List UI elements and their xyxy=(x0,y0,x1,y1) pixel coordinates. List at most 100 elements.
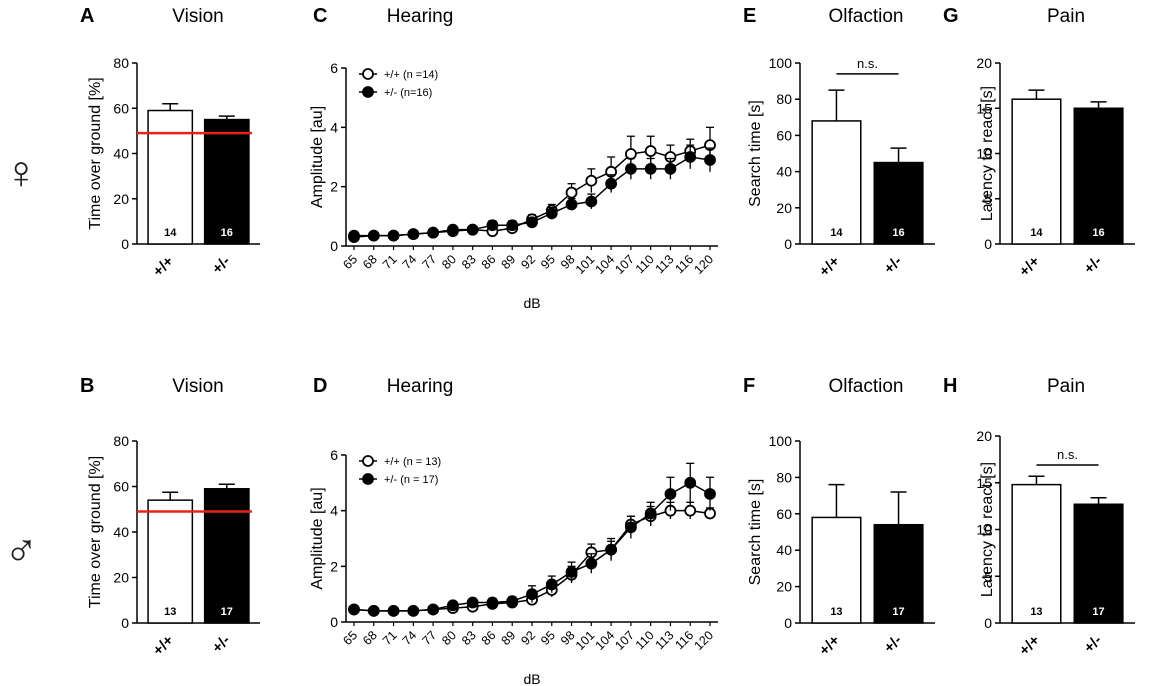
y-axis-label: Latency to react [s] xyxy=(979,462,996,597)
y-tick-label: 6 xyxy=(330,60,338,76)
y-tick-label: 60 xyxy=(113,100,129,116)
panel-title: Olfaction xyxy=(829,6,904,27)
legend-label: +/- (n=16) xyxy=(384,87,432,99)
y-tick-label: 20 xyxy=(976,55,992,71)
x-category-label: +/+ xyxy=(150,632,178,660)
bar-n-label: 16 xyxy=(1092,227,1104,239)
x-tick-label: 113 xyxy=(653,628,677,652)
bar xyxy=(873,161,924,245)
y-axis-label: Amplitude [au] xyxy=(309,106,326,208)
data-point xyxy=(367,229,380,242)
legend-marker xyxy=(362,455,374,467)
male-symbol: ♂ xyxy=(4,524,39,576)
y-tick-label: 0 xyxy=(784,615,792,631)
data-point xyxy=(624,521,637,534)
legend-marker xyxy=(362,86,374,98)
x-category-label: +/+ xyxy=(150,253,178,281)
panel-title: Vision xyxy=(172,6,223,27)
y-tick-label: 5 xyxy=(984,568,992,584)
y-tick-label: 60 xyxy=(113,479,129,495)
data-point xyxy=(664,488,677,500)
x-tick-label: 77 xyxy=(419,628,439,648)
x-category-label: +/- xyxy=(881,632,906,657)
y-tick-label: 0 xyxy=(330,238,338,254)
data-point xyxy=(545,207,558,220)
data-point xyxy=(624,162,637,175)
data-point xyxy=(545,578,558,591)
bar xyxy=(147,499,194,624)
data-point xyxy=(605,543,618,556)
x-axis-label: dB xyxy=(523,295,540,311)
bar xyxy=(203,118,250,245)
panel-title: Pain xyxy=(1047,376,1085,397)
y-tick-label: 6 xyxy=(330,447,338,463)
data-point xyxy=(664,162,677,175)
y-tick-label: 0 xyxy=(121,615,129,631)
panel-title: Vision xyxy=(172,376,223,397)
data-point xyxy=(565,566,578,578)
y-tick-label: 20 xyxy=(113,191,129,207)
data-point xyxy=(387,229,400,242)
x-tick-label: 110 xyxy=(633,252,657,276)
y-tick-label: 80 xyxy=(113,55,129,71)
data-point xyxy=(644,162,657,175)
y-tick-label: 100 xyxy=(769,433,793,449)
y-tick-label: 10 xyxy=(976,146,992,162)
data-point xyxy=(486,219,499,232)
panel-F: F Olfaction 0 20 40 60 80 100 Search time [s] 13 +… xyxy=(743,375,935,659)
data-point xyxy=(446,225,459,238)
y-axis-label: Latency to react [s] xyxy=(979,86,996,221)
y-tick-label: 0 xyxy=(330,614,338,630)
y-axis-label: Time over ground [%] xyxy=(87,456,104,608)
y-tick-label: 60 xyxy=(776,127,792,143)
x-category-label: +/- xyxy=(1081,253,1106,278)
data-point xyxy=(427,603,440,616)
bar xyxy=(1073,503,1124,624)
y-tick-label: 5 xyxy=(984,191,992,207)
x-tick-label: 71 xyxy=(380,252,400,272)
data-point xyxy=(446,599,459,612)
panel-letter: B xyxy=(80,375,94,397)
x-tick-label: 68 xyxy=(360,628,380,648)
panel-E: E Olfaction 0 20 40 60 80 100 Search time [s] 14 +… xyxy=(743,5,935,280)
data-point xyxy=(526,588,538,601)
legend-label: +/- (n = 17) xyxy=(384,474,438,486)
panel-title: Hearing xyxy=(387,376,454,397)
data-point xyxy=(407,604,420,617)
bar xyxy=(811,120,862,245)
x-tick-label: 86 xyxy=(479,252,499,272)
y-tick-label: 80 xyxy=(113,433,129,449)
y-tick-label: 20 xyxy=(113,570,129,586)
y-tick-label: 80 xyxy=(776,91,792,107)
bar-n-label: 16 xyxy=(892,227,904,239)
y-tick-label: 40 xyxy=(113,146,129,162)
data-point xyxy=(704,154,716,166)
data-point xyxy=(367,604,380,617)
y-tick-label: 0 xyxy=(121,236,129,252)
x-tick-label: 89 xyxy=(499,252,519,272)
data-point xyxy=(585,174,598,187)
y-tick-label: 15 xyxy=(976,475,992,491)
bar-n-label: 16 xyxy=(221,227,233,239)
data-point xyxy=(565,186,578,199)
data-point xyxy=(644,145,657,157)
y-tick-label: 100 xyxy=(769,55,793,71)
panel-letter: A xyxy=(80,5,94,27)
female-symbol: ♀ xyxy=(4,146,39,198)
panel-letter: C xyxy=(313,5,327,27)
significance-label: n.s. xyxy=(1057,447,1078,462)
bar-n-label: 17 xyxy=(1092,606,1104,618)
x-tick-label: 74 xyxy=(400,252,420,272)
x-tick-label: 80 xyxy=(439,252,459,272)
x-tick-label: 68 xyxy=(360,252,380,272)
bar-n-label: 14 xyxy=(164,227,177,239)
x-tick-label: 74 xyxy=(400,628,420,648)
data-point xyxy=(486,596,499,609)
data-point xyxy=(506,595,519,608)
bar xyxy=(873,523,924,624)
x-tick-label: 110 xyxy=(633,628,657,652)
y-tick-label: 20 xyxy=(776,200,792,216)
bar-n-label: 13 xyxy=(164,606,176,618)
x-category-label: +/+ xyxy=(816,632,844,660)
